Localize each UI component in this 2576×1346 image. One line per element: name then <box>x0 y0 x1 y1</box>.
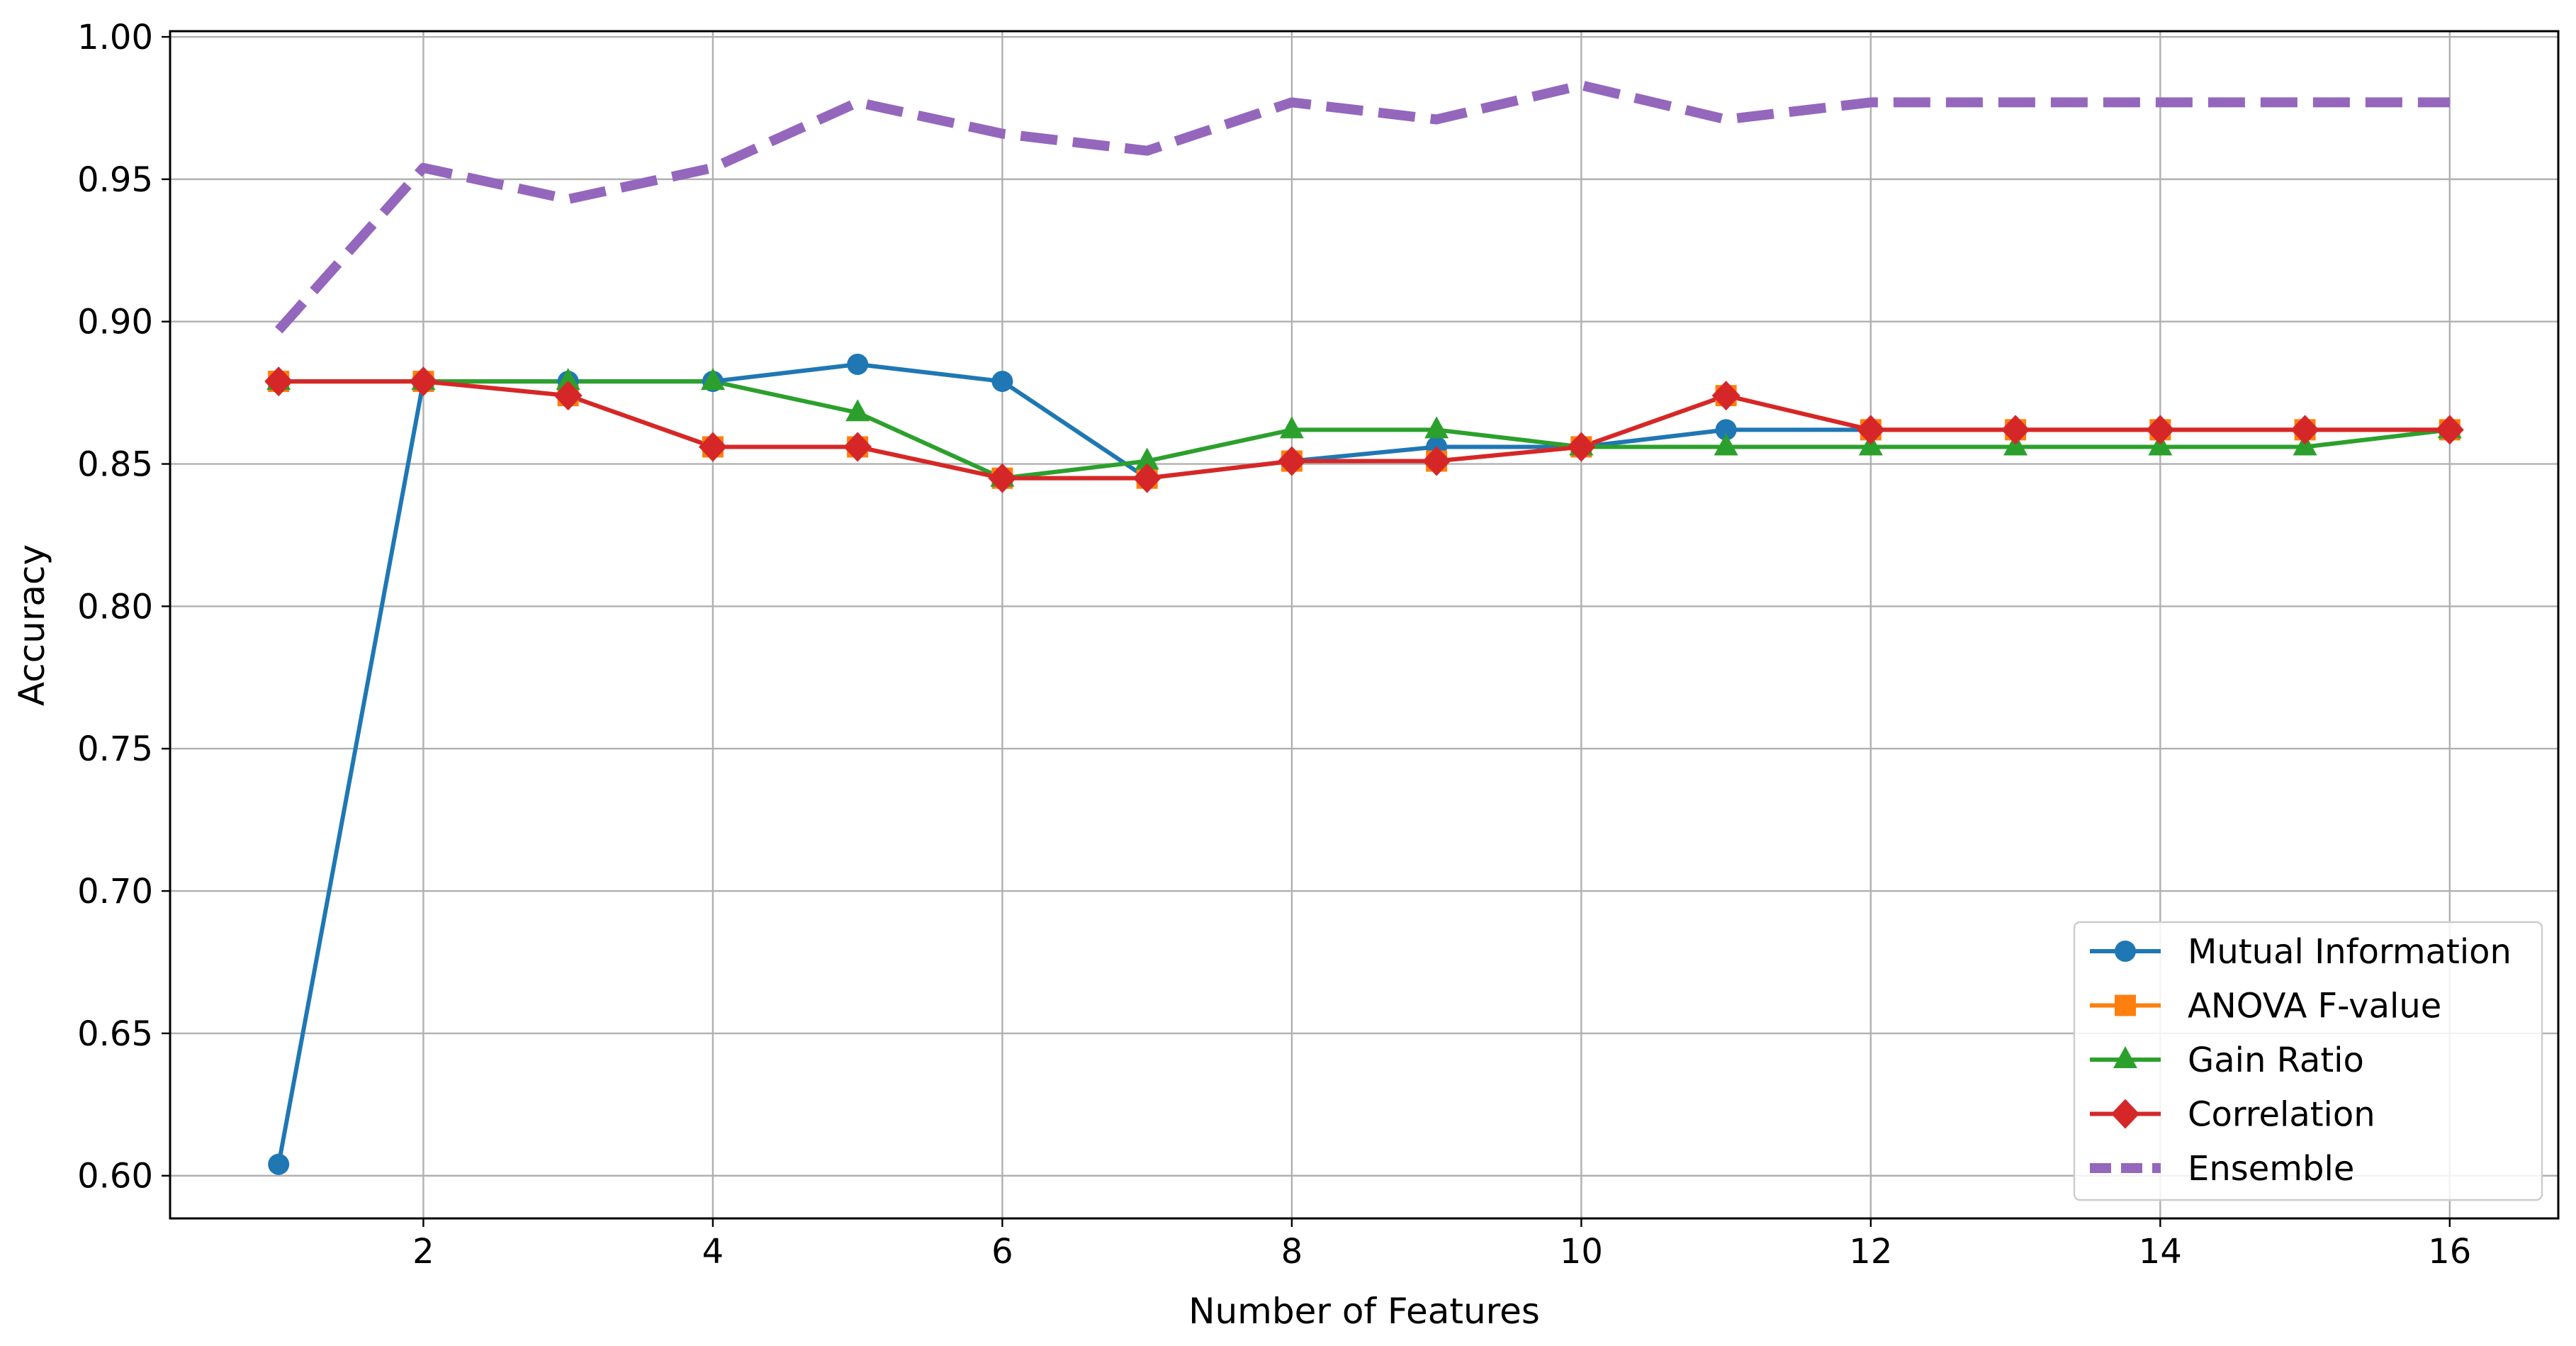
legend-marker-mutual-information <box>2115 941 2136 962</box>
data-point-correlation <box>1567 432 1596 462</box>
data-point-gain-ratio <box>556 368 580 391</box>
x-tick-label: 12 <box>1849 1232 1892 1272</box>
data-point-correlation <box>1132 463 1162 493</box>
data-point-correlation <box>1856 415 1885 445</box>
data-point-correlation <box>409 366 438 397</box>
data-point-gain-ratio <box>1424 416 1449 439</box>
x-tick-label: 8 <box>1281 1232 1303 1272</box>
data-point-correlation <box>1422 446 1451 476</box>
y-tick-label: 1.00 <box>77 18 153 57</box>
y-tick-label: 0.85 <box>77 445 153 485</box>
data-point-gain-ratio <box>1279 416 1304 439</box>
data-point-correlation <box>698 432 727 462</box>
legend-label-gain-ratio: Gain Ratio <box>2188 1041 2364 1080</box>
data-point-mutual-information <box>268 1153 290 1175</box>
legend-box <box>2073 921 2543 1201</box>
legend: Mutual Information ANOVA F-value Gain Rati… <box>2073 921 2543 1201</box>
data-point-correlation <box>2290 415 2319 445</box>
data-point-correlation <box>264 366 293 397</box>
data-point-correlation <box>2001 415 2030 445</box>
series-markers <box>264 353 2464 1175</box>
data-point-gain-ratio <box>1714 433 1738 456</box>
data-point-correlation <box>553 381 583 411</box>
x-tick-label: 2 <box>412 1232 434 1272</box>
data-point-gain-ratio <box>1135 447 1159 470</box>
series-line-correlation <box>279 379 2450 481</box>
x-tick-label: 4 <box>702 1232 724 1272</box>
data-point-correlation <box>2435 415 2464 445</box>
legend-marker-gain-ratio <box>2113 1046 2137 1068</box>
legend-label-ensemble: Ensemble <box>2188 1149 2354 1189</box>
data-point-correlation <box>1277 446 1306 476</box>
y-tick-label: 0.70 <box>77 872 153 912</box>
x-tick-label: 10 <box>1560 1232 1603 1272</box>
legend-label-mutual-information: Mutual Information <box>2188 932 2512 972</box>
data-point-mutual-information <box>1715 419 1737 441</box>
x-tick-label: 6 <box>991 1232 1013 1272</box>
series-lines <box>274 80 2451 1165</box>
data-point-gain-ratio <box>700 368 725 391</box>
legend-marker-anova-f-value <box>2115 994 2136 1016</box>
data-point-correlation <box>2146 415 2175 445</box>
data-point-correlation <box>843 432 872 462</box>
y-tick-label: 0.90 <box>77 303 153 342</box>
y-tick-label: 0.95 <box>77 160 153 200</box>
data-point-correlation <box>1711 381 1740 411</box>
data-point-mutual-information <box>847 353 869 375</box>
x-tick-label: 16 <box>2428 1232 2471 1272</box>
legend-label-correlation: Correlation <box>2188 1095 2375 1135</box>
series-line-ensemble <box>274 80 2450 334</box>
x-axis-title: Number of Features <box>1188 1291 1540 1332</box>
y-axis-title: Accuracy <box>11 544 52 706</box>
series-line-gain-ratio <box>279 379 2451 481</box>
data-point-mutual-information <box>991 371 1013 393</box>
y-tick-label: 0.65 <box>77 1014 153 1054</box>
data-point-gain-ratio <box>845 399 870 422</box>
legend-marker-correlation <box>2111 1099 2139 1129</box>
y-tick-label: 0.80 <box>77 587 153 627</box>
x-tick-label: 14 <box>2139 1232 2182 1272</box>
y-tick-label: 0.75 <box>77 729 153 769</box>
legend-label-anova-f-value: ANOVA F-value <box>2188 987 2441 1026</box>
y-tick-label: 0.60 <box>77 1157 153 1196</box>
data-point-correlation <box>988 463 1017 493</box>
axes: 2 4 6 8 10 12 14 16 0.60 0.65 0.70 0.75 0.80 0.85 0.90… <box>77 18 2471 1272</box>
plot-frame <box>169 30 2560 1220</box>
